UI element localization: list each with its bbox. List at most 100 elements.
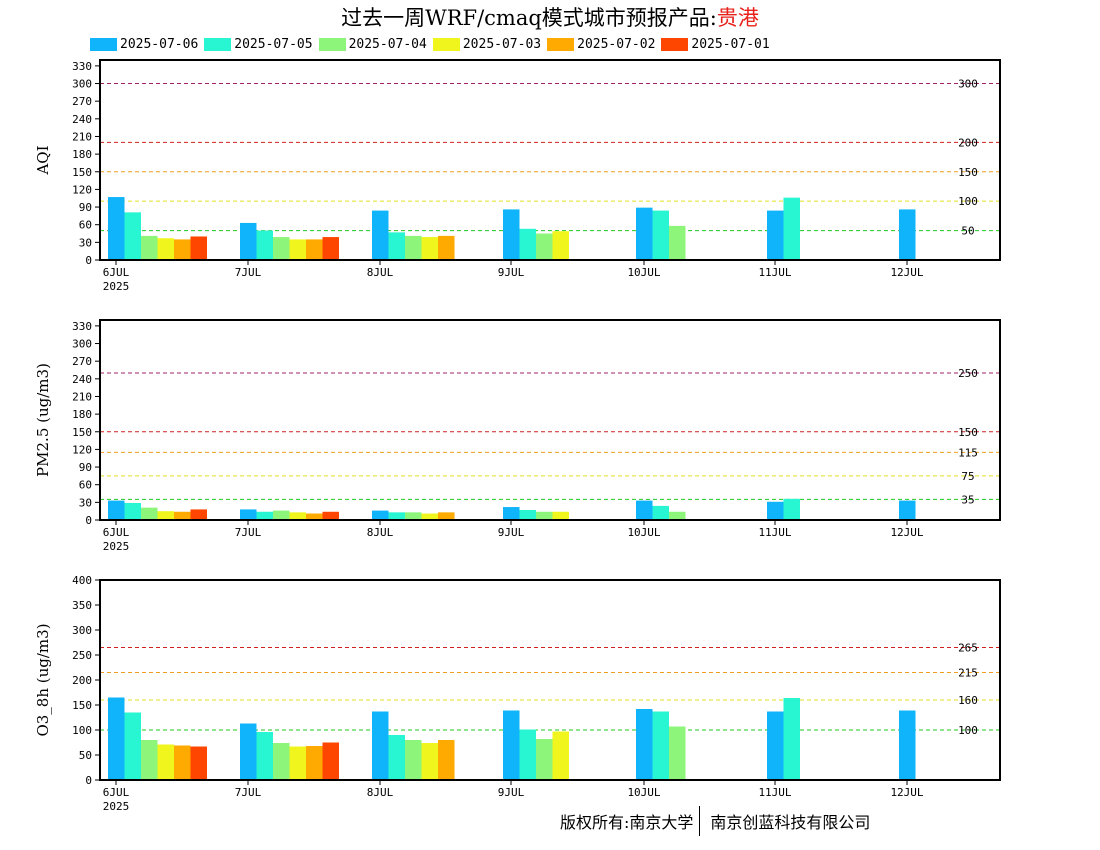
- pm25-bar: [669, 511, 686, 520]
- o3-y-tick-label: 200: [72, 674, 92, 687]
- o3-y-tick-label: 250: [72, 649, 92, 662]
- legend-label: 2025-07-05: [234, 36, 313, 52]
- o3-bar: [503, 710, 520, 780]
- pm25-y-tick-label: 60: [79, 479, 92, 492]
- aqi-threshold-label: 300: [958, 78, 978, 91]
- aqi-bar: [141, 235, 158, 260]
- title-main: 过去一周WRF/cmaq模式城市预报产品:: [341, 6, 717, 30]
- o3-bar: [306, 746, 323, 780]
- aqi-y-tick-label: 0: [85, 254, 92, 267]
- o3-x-tick-label: 12JUL: [890, 786, 923, 799]
- pm25-bar: [519, 510, 536, 520]
- pm25-x-tick-label: 6JUL: [103, 526, 130, 539]
- aqi-y-tick-label: 300: [72, 78, 92, 91]
- pm25-bar: [124, 502, 141, 520]
- legend-swatch: [432, 37, 460, 51]
- pm25-bar: [652, 505, 669, 520]
- pm25-bar: [273, 510, 290, 520]
- pm25-y-tick-label: 150: [72, 426, 92, 439]
- pm25-bar: [405, 512, 422, 520]
- pm25-x-tick-label: 12JUL: [890, 526, 923, 539]
- aqi-bar: [124, 212, 141, 260]
- aqi-bar: [174, 239, 191, 260]
- pm25-threshold-label: 115: [958, 446, 978, 459]
- o3-bar: [899, 710, 916, 780]
- aqi-bar: [322, 237, 339, 260]
- legend-item: 2025-07-05: [204, 36, 313, 52]
- legend-label: 2025-07-02: [577, 36, 656, 52]
- o3-bar: [141, 740, 158, 780]
- aqi-bar: [256, 230, 273, 260]
- aqi-x-tick-label: 11JUL: [758, 266, 791, 279]
- pm25-bar: [256, 511, 273, 520]
- o3-bar: [256, 732, 273, 780]
- o3-bar: [322, 742, 339, 780]
- aqi-panel: 0 30 60 90 120 150 180 210 240 270 300 330 AQI 50 100 1…: [34, 59, 1001, 293]
- o3-bar: [174, 745, 191, 780]
- aqi-threshold-label: 100: [958, 195, 978, 208]
- aqi-x-year-label: 2025: [103, 280, 130, 293]
- aqi-threshold-label: 200: [958, 136, 978, 149]
- pm25-bar: [322, 511, 339, 520]
- pm25-y-tick-label: 0: [85, 514, 92, 527]
- o3-bar: [669, 726, 686, 780]
- legend-item: 2025-07-01: [661, 36, 770, 52]
- aqi-y-axis-label: AQI: [34, 145, 52, 175]
- legend-swatch: [90, 37, 117, 51]
- pm25-plot-frame: [99, 319, 1001, 521]
- legend-label: 2025-07-03: [462, 36, 542, 52]
- legend-item: 2025-07-02: [547, 37, 655, 52]
- o3-panel: 0 50 100 150 200 250 300 350 400 O3_8h (ug/m3) 100…: [34, 574, 1001, 813]
- pm25-y-tick-label: 90: [79, 461, 92, 474]
- copyright-footer: 版权所有:南京大学 南京创蓝科技有限公司: [560, 806, 870, 836]
- o3-bar: [372, 711, 389, 780]
- o3-bar: [552, 731, 569, 780]
- aqi-bar: [783, 197, 800, 260]
- aqi-y-tick-label: 60: [79, 219, 92, 232]
- legend-swatch: [661, 37, 689, 51]
- pm25-bar: [174, 511, 191, 520]
- aqi-bar: [405, 235, 422, 260]
- aqi-threshold-label: 50: [961, 225, 974, 238]
- aqi-bar: [899, 209, 916, 260]
- pm25-bar: [536, 511, 553, 520]
- o3-bar: [108, 697, 125, 780]
- aqi-bar: [438, 235, 455, 260]
- pm25-bar: [421, 513, 438, 520]
- pm25-y-tick-label: 180: [72, 408, 92, 421]
- o3-bar: [652, 711, 669, 780]
- aqi-bar: [503, 209, 520, 260]
- o3-y-tick-label: 150: [72, 699, 92, 712]
- aqi-bar: [536, 233, 553, 260]
- o3-bar: [157, 744, 174, 780]
- pm25-threshold-label: 35: [961, 493, 974, 506]
- aqi-x-tick-label: 6JUL: [103, 266, 130, 279]
- aqi-bar: [240, 222, 257, 260]
- legend-label: 2025-07-01: [691, 36, 770, 52]
- aqi-x-tick-label: 12JUL: [890, 266, 923, 279]
- o3-threshold-label: 265: [958, 642, 978, 655]
- footer-left: 版权所有:南京大学: [560, 813, 694, 832]
- o3-plot-frame: [99, 579, 1001, 781]
- pm25-y-tick-label: 210: [72, 390, 92, 403]
- o3-x-tick-label: 10JUL: [627, 786, 660, 799]
- aqi-bar: [421, 237, 438, 260]
- pm25-x-tick-label: 9JUL: [498, 526, 525, 539]
- pm25-y-tick-label: 240: [72, 373, 92, 386]
- o3-threshold-label: 215: [958, 667, 978, 680]
- pm25-x-year-label: 2025: [103, 540, 130, 553]
- pm25-bar: [240, 509, 257, 520]
- pm25-y-tick-label: 270: [72, 355, 92, 368]
- aqi-y-tick-label: 30: [79, 236, 92, 249]
- o3-x-tick-label: 8JUL: [367, 786, 394, 799]
- aqi-bar: [289, 239, 306, 260]
- aqi-bar: [519, 228, 536, 260]
- pm25-x-tick-label: 8JUL: [367, 526, 394, 539]
- pm25-bar: [438, 512, 455, 520]
- aqi-bar: [190, 236, 207, 260]
- aqi-y-tick-label: 210: [72, 130, 92, 143]
- pm25-bar: [190, 509, 207, 520]
- pm25-x-tick-label: 7JUL: [235, 526, 262, 539]
- pm25-x-tick-label: 11JUL: [758, 526, 791, 539]
- o3-bar: [388, 735, 405, 780]
